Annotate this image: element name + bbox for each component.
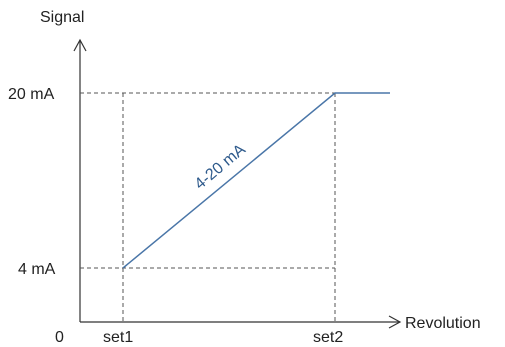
x-tick-label-set1: set1 bbox=[103, 329, 133, 346]
origin-label: 0 bbox=[55, 329, 64, 346]
y-axis-label: Signal bbox=[40, 9, 84, 26]
x-axis-arrow-icon bbox=[388, 315, 402, 329]
y-tick-label-4ma: 4 mA bbox=[18, 261, 56, 278]
series-label: 4-20 mA bbox=[192, 141, 250, 193]
series-line-4-20ma bbox=[122, 92, 390, 269]
y-tick-label-20ma: 20 mA bbox=[8, 86, 55, 103]
x-axis-label: Revolution bbox=[405, 315, 481, 332]
x-tick-label-set2: set2 bbox=[313, 329, 343, 346]
y-axis-arrow-icon bbox=[73, 38, 87, 52]
